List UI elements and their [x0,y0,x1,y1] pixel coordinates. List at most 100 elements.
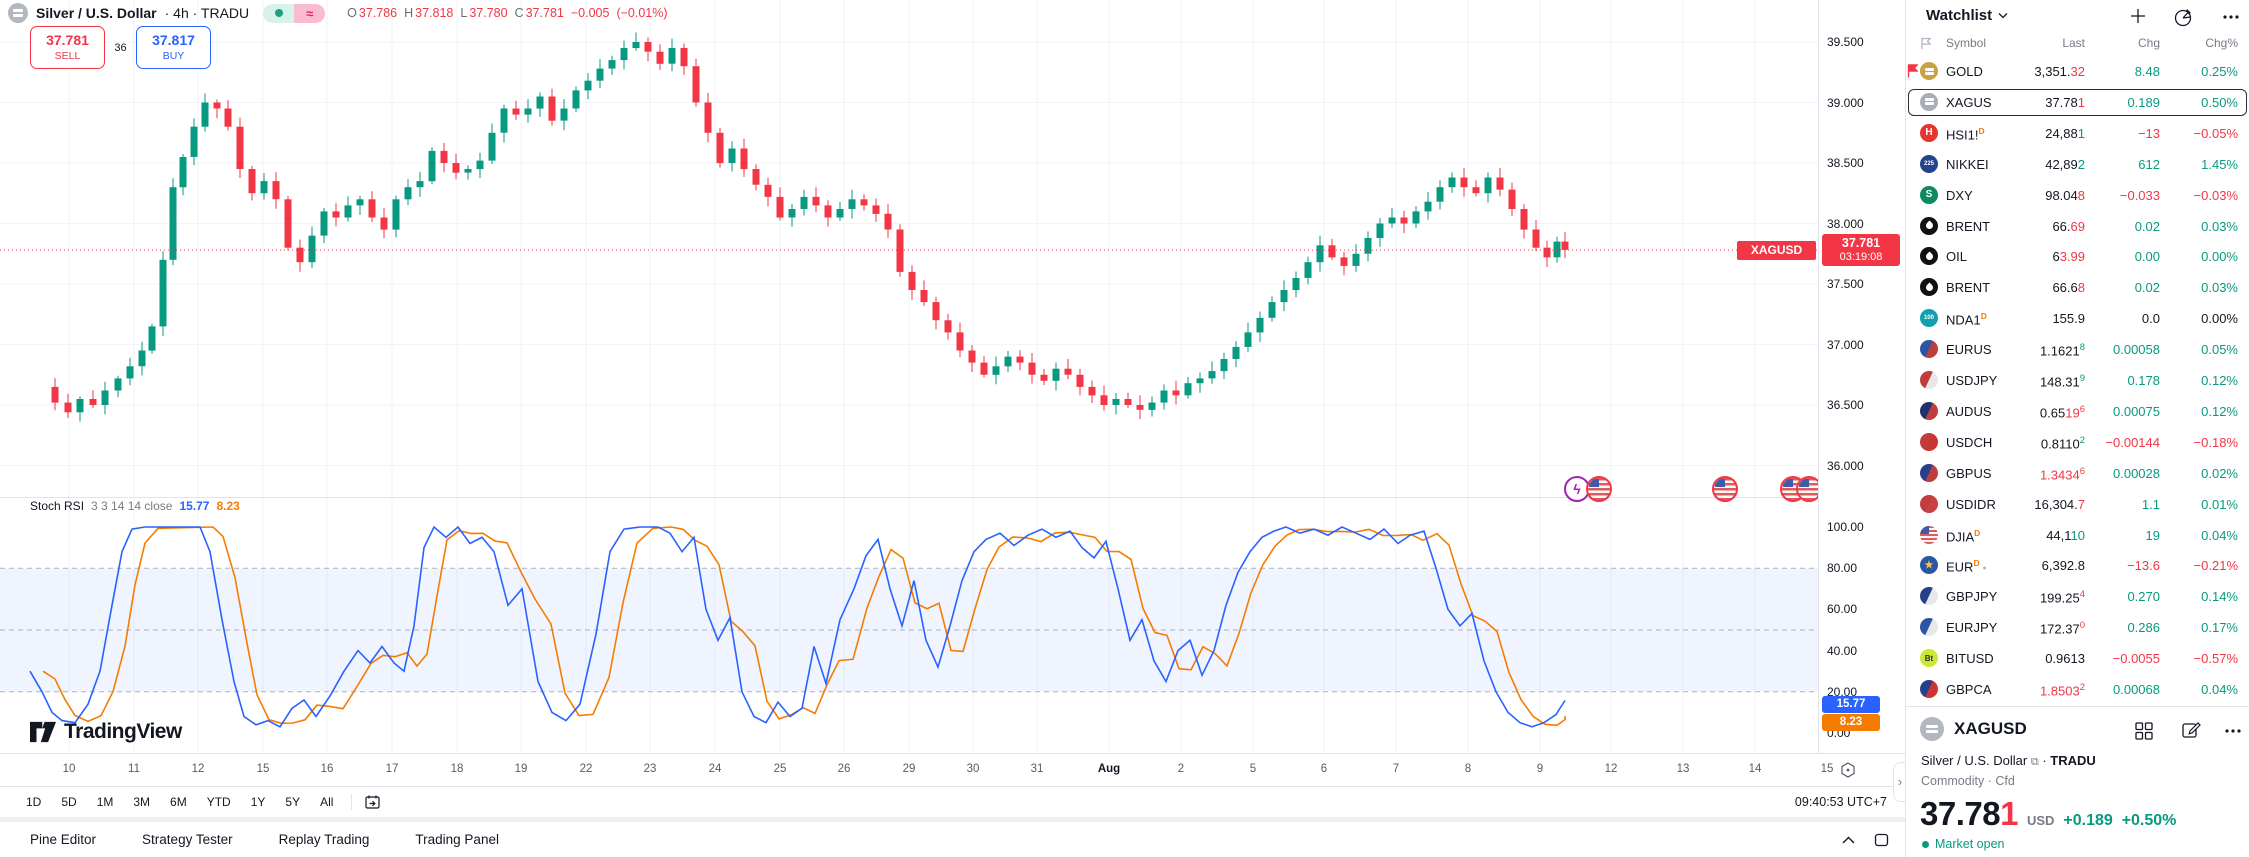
range-tab-6m[interactable]: 6M [170,795,187,809]
col-chg-pct[interactable]: Chg% [2205,36,2238,50]
compose-note-icon[interactable] [2181,721,2202,741]
range-tab-all[interactable]: All [320,795,334,809]
watchlist-title-menu[interactable]: Watchlist [1926,7,2008,24]
col-last[interactable]: Last [2062,36,2085,50]
clock-timezone[interactable]: 09:40:53 UTC+7 [1794,795,1887,809]
watchlist-row-eurjpy[interactable]: EURJPY 172.370 0.286 0.17% [1906,612,2249,643]
watchlist-column-headers[interactable]: Symbol Last Chg Chg% [1906,32,2249,56]
watchlist-row-dxy[interactable]: S DXY 98.048 −0.033 −0.03% [1906,180,2249,211]
range-tab-1d[interactable]: 1D [26,795,42,809]
row-symbol: DJIAD [1946,527,1981,544]
time-axis-label: 22 [579,763,593,775]
symbol-interval-broker[interactable]: · 4h · TRADU [164,5,250,21]
silver-coin-icon [1920,717,1944,741]
detail-description-row[interactable]: Silver / U.S. Dollar ⧉ · TRADU [1921,753,2096,769]
time-axis-label: 30 [966,763,980,775]
window-layout-icon[interactable] [1874,833,1889,847]
watchlist-row-eurus[interactable]: EURUS 1.16218 0.00058 0.05% [1906,334,2249,365]
range-tab-1y[interactable]: 1Y [250,795,266,809]
chart-area: Silver / U.S. Dollar · 4h · TRADU ≈ O 37.… [0,0,1906,847]
wave-icon[interactable]: ≈ [294,3,326,23]
range-tab-5d[interactable]: 5D [61,795,77,809]
market-status-icon[interactable] [263,3,295,23]
time-axis-label: 15 [256,763,270,775]
row-symbol: OIL [1946,249,1967,265]
watchlist-row-hsi1![interactable]: H HSI1!D 24,881 −13 −0.05% [1906,118,2249,149]
buy-button[interactable]: 37.817 BUY [136,26,211,69]
more-options-icon[interactable] [2224,721,2242,741]
watchlist-row-audus[interactable]: AUDUS 0.65196 0.00075 0.12% [1906,396,2249,427]
time-axis-label: 9 [1536,763,1544,775]
row-last: 63.99 [2052,249,2085,265]
bottom-tab-strategy-tester[interactable]: Strategy Tester [142,832,233,847]
watchlist-row-gbpjpy[interactable]: GBPJPY 199.254 0.270 0.14% [1906,581,2249,612]
quick-toggle-pill[interactable]: ≈ [263,3,326,23]
detail-description-link[interactable]: Silver / U.S. Dollar [1921,753,2028,768]
range-tab-5y[interactable]: 5Y [285,795,301,809]
watchlist-title: Watchlist [1926,7,1993,24]
price-axis-label: 37.000 [1827,337,1864,352]
range-tab-3m[interactable]: 3M [133,795,151,809]
market-status: Market open [1922,837,2004,851]
us-economic-event-icon[interactable] [1796,476,1822,502]
row-last: 1.85032 [2039,682,2085,699]
bottom-tab-replay-trading[interactable]: Replay Trading [278,832,370,847]
row-symbol: USDCH [1946,434,1993,450]
time-axis[interactable]: 10 11 12 15 16 17 18 19 22 23 24 25 26 29 30 31 Aug 2 5 6 7 8… [0,753,1905,786]
sell-button[interactable]: 37.781 SELL [30,26,105,69]
watchlist-row-gbpca[interactable]: GBPCA 1.85032 0.00068 0.04% [1906,674,2249,705]
fx-pair-flag-icon [1920,618,1938,637]
col-chg[interactable]: Chg [2137,36,2160,50]
watchlist-row-gold[interactable]: GOLD 3,351.32 8.48 0.25% [1906,56,2249,87]
watchlist-row-nda1[interactable]: 100 NDA1D 155.9 0.0 0.00% [1906,303,2249,334]
detail-separator: · [2042,753,2047,768]
us-economic-event-icon[interactable] [1586,476,1612,502]
watchlist-row-xagus[interactable]: XAGUS 37.781 0.189 0.50% [1906,87,2249,118]
us-economic-event-icon[interactable] [1712,476,1738,502]
row-chg: 0.02 [2134,218,2160,234]
tradingview-logo[interactable]: TradingView [30,720,182,744]
flagged-icon[interactable] [1907,64,1918,78]
time-axis-label: 13 [1676,763,1690,775]
go-to-date-icon[interactable] [364,794,381,810]
more-options-icon[interactable] [2222,6,2240,26]
add-symbol-icon[interactable] [2128,6,2148,26]
symbol-title[interactable]: Silver / U.S. Dollar [36,5,157,21]
stoch-axis-label: 60.00 [1827,602,1858,616]
watchlist-row-gbpus[interactable]: GBPUS 1.34346 0.00028 0.02% [1906,458,2249,489]
watchlist-row-djia[interactable]: DJIAD 44,110 19 0.04% [1906,520,2249,551]
watchlist-row-usdch[interactable]: USDCH 0.81102 −0.00144 −0.18% [1906,427,2249,458]
price-axis-label: 38.000 [1827,216,1864,231]
watchlist-row-brent[interactable]: BRENT 66.69 0.02 0.03% [1906,211,2249,242]
tradingview-logo-mark [30,721,56,743]
row-last: 199.254 [2039,589,2085,606]
stoch-k-badge: 15.77 [1822,696,1880,713]
range-tab-ytd[interactable]: YTD [206,795,231,809]
watchlist-row-bitusd[interactable]: Bt BITUSD 0.9613 −0.0055 −0.57% [1906,643,2249,674]
pie-edit-icon[interactable] [2173,6,2195,28]
watchlist-row-usdidr[interactable]: USDIDR 16,304.7 1.1 0.01% [1906,489,2249,520]
row-chg-pct: 0.03% [2201,218,2238,234]
symbol-icon [1920,92,1938,111]
collapse-panel-chevron-icon[interactable] [1841,835,1856,845]
stoch-rsi-legend[interactable]: Stoch RSI 3 3 14 14 close 15.77 8.23 [30,499,240,513]
price-chart-plot[interactable] [0,0,1818,753]
scales-settings-icon[interactable] [1840,762,1856,778]
watchlist-row-eur[interactable]: ★ EURD • 6,392.8 −13.6 −0.21% [1906,550,2249,581]
indicator-params: 3 3 14 14 close [91,499,173,513]
watchlist-row-nikkei[interactable]: 225 NIKKEI 42,892 612 1.45% [1906,149,2249,180]
grid-layout-icon[interactable] [2134,721,2154,741]
range-tab-1m[interactable]: 1M [96,795,114,809]
watchlist-row-oil[interactable]: OIL 63.99 0.00 0.00% [1906,241,2249,272]
watchlist-row-brent[interactable]: BRENT 66.68 0.02 0.03% [1906,272,2249,303]
watchlist-collapse-handle[interactable]: › [1893,762,1906,802]
fx-pair-flag-icon [1920,401,1938,420]
price-axis[interactable]: 39.500 39.000 38.500 38.000 37.500 37.000 36.5… [1818,0,1905,753]
col-symbol[interactable]: Symbol [1946,36,1987,50]
watchlist-row-usdjpy[interactable]: USDJPY 148.319 0.178 0.12% [1906,365,2249,396]
indicator-d-value: 8.23 [216,499,240,513]
external-link-icon[interactable]: ⧉ [2030,756,2039,768]
bottom-tab-pine-editor[interactable]: Pine Editor [30,832,97,847]
bottom-tab-trading-panel[interactable]: Trading Panel [415,832,499,847]
